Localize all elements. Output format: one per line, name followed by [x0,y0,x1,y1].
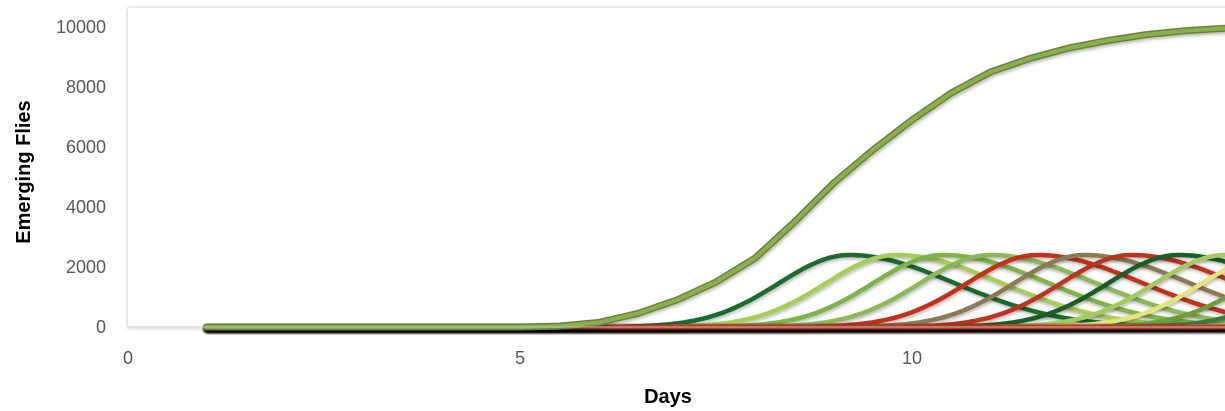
y-tick-label: 2000 [66,257,106,277]
x-axis-title: Days [644,386,692,408]
y-axis-title: Emerging Flies [13,100,35,243]
y-tick-label: 8000 [66,77,106,97]
y-tick-label: 0 [96,317,106,337]
y-tick-label: 10000 [56,17,106,37]
y-tick-label: 4000 [66,197,106,217]
plot-area [128,8,1225,328]
x-axis-ticks: 0510152025 [123,348,922,368]
y-tick-label: 6000 [66,137,106,157]
y-axis-ticks: 0 2000 4000 6000 8000 10000 [56,17,106,337]
x-tick-label: 10 [902,348,922,368]
total-line [204,26,1225,329]
total-series-group [202,24,1225,331]
x-tick-label: 0 [123,348,133,368]
x-tick-label: 5 [515,348,525,368]
